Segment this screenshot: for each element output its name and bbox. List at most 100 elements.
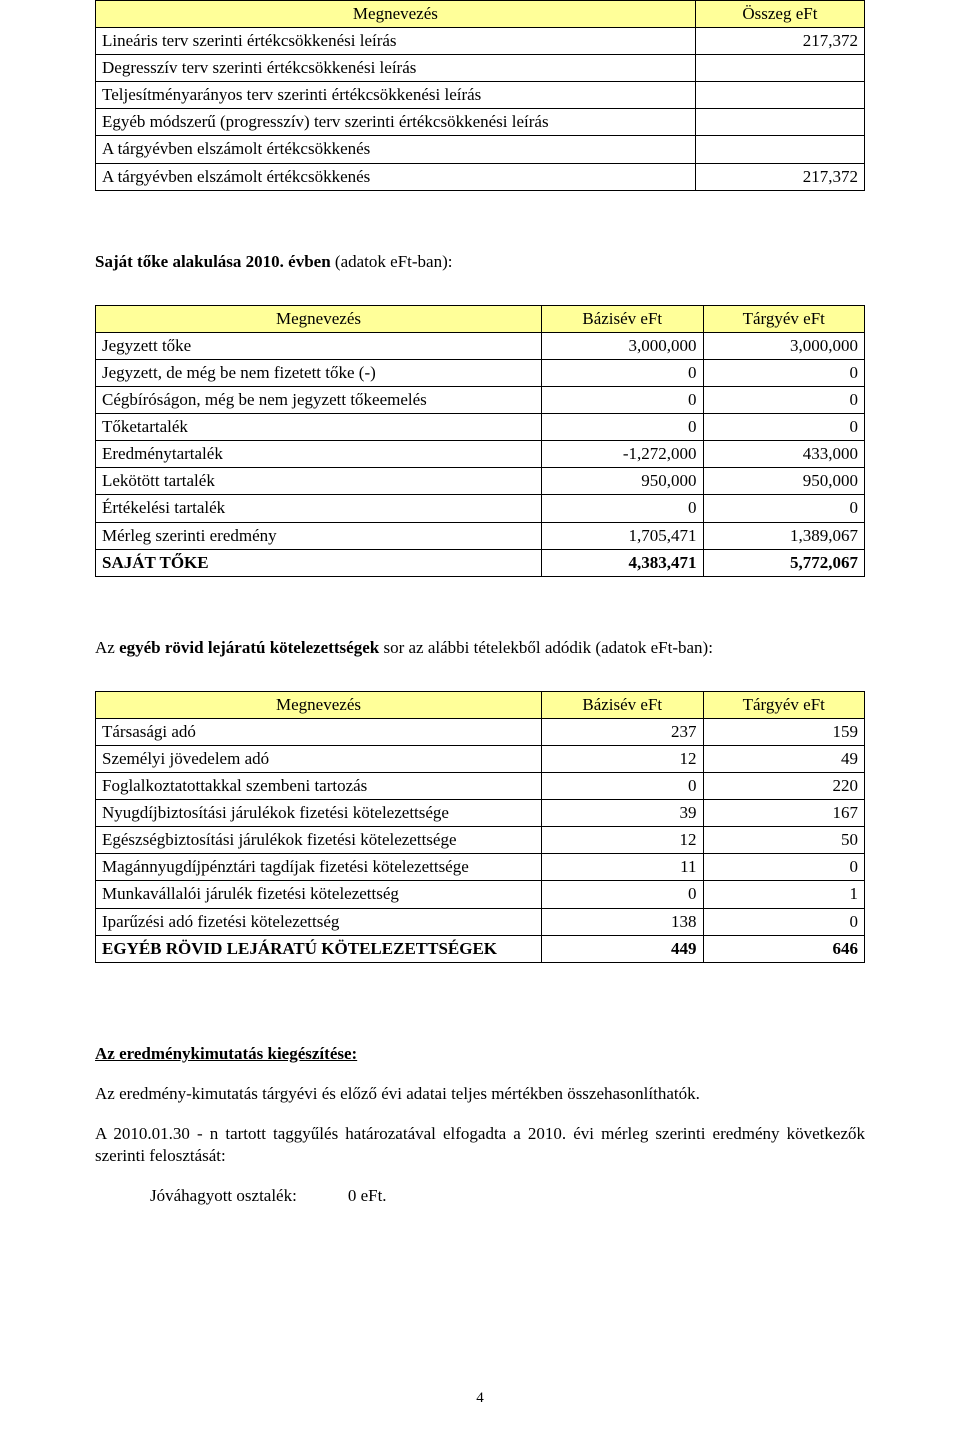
row-label: Lekötött tartalék [96, 468, 542, 495]
row-label: Foglalkoztatottakkal szembeni tartozás [96, 773, 542, 800]
col-header-name: Megnevezés [96, 1, 696, 28]
row-curr: 1,389,067 [703, 522, 865, 549]
table-row: Személyi jövedelem adó1249 [96, 745, 865, 772]
row-label: SAJÁT TŐKE [96, 549, 542, 576]
row-curr: 159 [703, 718, 865, 745]
dividend-label: Jóváhagyott osztalék: [150, 1186, 297, 1205]
row-label: Degresszív terv szerinti értékcsökkenési… [96, 55, 696, 82]
row-curr: 0 [703, 908, 865, 935]
equity-heading-bold: Saját tőke alakulása 2010. évben [95, 252, 335, 271]
row-curr: 49 [703, 745, 865, 772]
table-row: Degresszív terv szerinti értékcsökkenési… [96, 55, 865, 82]
row-curr: 220 [703, 773, 865, 800]
row-curr: 167 [703, 800, 865, 827]
liabilities-table: Megnevezés Bázisév eFt Tárgyév eFt Társa… [95, 691, 865, 963]
row-curr: 0 [703, 854, 865, 881]
col-header-base: Bázisév eFt [542, 691, 703, 718]
row-label: Személyi jövedelem adó [96, 745, 542, 772]
row-value [695, 109, 864, 136]
row-label: Teljesítményarányos terv szerinti értékc… [96, 82, 696, 109]
row-base: 12 [542, 745, 703, 772]
row-label: Jegyzett, de még be nem fizetett tőke (-… [96, 359, 542, 386]
col-header-base: Bázisév eFt [542, 305, 703, 332]
row-base: 4,383,471 [542, 549, 703, 576]
row-curr: 0 [703, 359, 865, 386]
depreciation-table: Megnevezés Összeg eFt Lineáris terv szer… [95, 0, 865, 191]
page-number: 4 [0, 1389, 960, 1409]
row-base: 0 [542, 414, 703, 441]
table-row: Eredménytartalék-1,272,000433,000 [96, 441, 865, 468]
row-base: 0 [542, 359, 703, 386]
row-value [695, 55, 864, 82]
row-base: -1,272,000 [542, 441, 703, 468]
table-row: Iparűzési adó fizetési kötelezettség1380 [96, 908, 865, 935]
equity-heading: Saját tőke alakulása 2010. évben (adatok… [95, 251, 865, 273]
row-curr: 1 [703, 881, 865, 908]
table-row: Jegyzett, de még be nem fizetett tőke (-… [96, 359, 865, 386]
row-label: Egyéb módszerű (progresszív) terv szerin… [96, 109, 696, 136]
row-curr: 950,000 [703, 468, 865, 495]
row-base: 11 [542, 854, 703, 881]
row-label: Értékelési tartalék [96, 495, 542, 522]
row-base: 950,000 [542, 468, 703, 495]
col-header-value: Összeg eFt [695, 1, 864, 28]
row-label: Cégbíróságon, még be nem jegyzett tőkeem… [96, 387, 542, 414]
col-header-name: Megnevezés [96, 691, 542, 718]
row-label: Nyugdíjbiztosítási járulékok fizetési kö… [96, 800, 542, 827]
table-row: Társasági adó237159 [96, 718, 865, 745]
table-row: Lekötött tartalék950,000950,000 [96, 468, 865, 495]
row-base: 237 [542, 718, 703, 745]
row-label: EGYÉB RÖVID LEJÁRATÚ KÖTELEZETTSÉGEK [96, 935, 542, 962]
row-label: Munkavállalói járulék fizetési kötelezet… [96, 881, 542, 908]
row-label: Lineáris terv szerinti értékcsökkenési l… [96, 28, 696, 55]
row-base: 1,705,471 [542, 522, 703, 549]
table-row: Cégbíróságon, még be nem jegyzett tőkeem… [96, 387, 865, 414]
row-label: Jegyzett tőke [96, 332, 542, 359]
row-curr: 0 [703, 387, 865, 414]
equity-table: Megnevezés Bázisév eFt Tárgyév eFt Jegyz… [95, 305, 865, 577]
row-label: Magánnyugdíjpénztári tagdíjak fizetési k… [96, 854, 542, 881]
table-row: Mérleg szerinti eredmény1,705,4711,389,0… [96, 522, 865, 549]
row-base: 12 [542, 827, 703, 854]
row-base: 0 [542, 387, 703, 414]
table-row: Egészségbiztosítási járulékok fizetési k… [96, 827, 865, 854]
row-base: 0 [542, 881, 703, 908]
row-base: 449 [542, 935, 703, 962]
row-label: Tőketartalék [96, 414, 542, 441]
col-header-curr: Tárgyév eFt [703, 305, 865, 332]
row-base: 0 [542, 495, 703, 522]
row-value: 217,372 [695, 28, 864, 55]
table-row: Foglalkoztatottakkal szembeni tartozás02… [96, 773, 865, 800]
row-curr: 3,000,000 [703, 332, 865, 359]
table-row: Lineáris terv szerinti értékcsökkenési l… [96, 28, 865, 55]
row-label: Iparűzési adó fizetési kötelezettség [96, 908, 542, 935]
comparability-paragraph: Az eredmény-kimutatás tárgyévi és előző … [95, 1083, 865, 1105]
table-row: Egyéb módszerű (progresszív) terv szerin… [96, 109, 865, 136]
equity-heading-suffix: (adatok eFt-ban): [335, 252, 453, 271]
row-base: 3,000,000 [542, 332, 703, 359]
col-header-name: Megnevezés [96, 305, 542, 332]
table-row: EGYÉB RÖVID LEJÁRATÚ KÖTELEZETTSÉGEK4496… [96, 935, 865, 962]
row-label: Társasági adó [96, 718, 542, 745]
table-row: Munkavállalói járulék fizetési kötelezet… [96, 881, 865, 908]
liabilities-heading-suffix: sor az alábbi tételekből adódik (adatok … [383, 638, 713, 657]
row-base: 0 [542, 773, 703, 800]
table-row: Nyugdíjbiztosítási járulékok fizetési kö… [96, 800, 865, 827]
row-label: Eredménytartalék [96, 441, 542, 468]
row-value: 217,372 [695, 163, 864, 190]
resolution-paragraph: A 2010.01.30 - n tartott taggyűlés határ… [95, 1123, 865, 1167]
row-curr: 646 [703, 935, 865, 962]
table-row: Teljesítményarányos terv szerinti értékc… [96, 82, 865, 109]
page: Megnevezés Összeg eFt Lineáris terv szer… [0, 0, 960, 1448]
row-label: A tárgyévben elszámolt értékcsökkenés [96, 136, 696, 163]
row-curr: 433,000 [703, 441, 865, 468]
row-curr: 0 [703, 495, 865, 522]
table-row: A tárgyévben elszámolt értékcsökkenés217… [96, 163, 865, 190]
row-value [695, 82, 864, 109]
dividend-value: 0 eFt. [348, 1186, 387, 1205]
liabilities-heading: Az egyéb rövid lejáratú kötelezettségek … [95, 637, 865, 659]
row-curr: 50 [703, 827, 865, 854]
approved-dividend-line: Jóváhagyott osztalék: 0 eFt. [95, 1185, 865, 1207]
col-header-curr: Tárgyév eFt [703, 691, 865, 718]
table-row: Magánnyugdíjpénztári tagdíjak fizetési k… [96, 854, 865, 881]
